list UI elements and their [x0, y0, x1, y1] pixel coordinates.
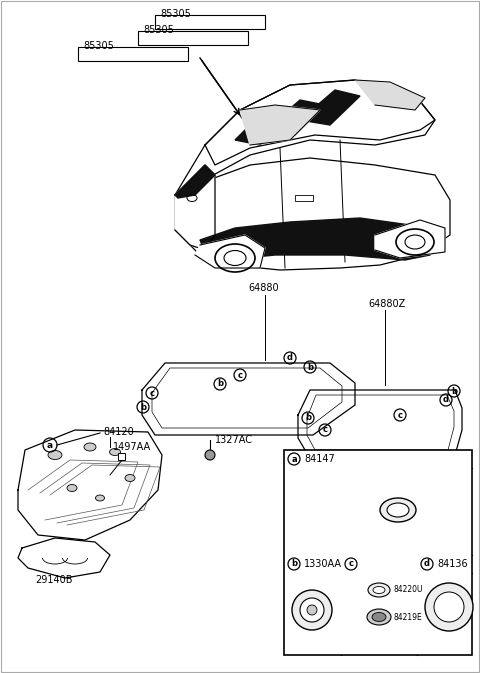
Text: d: d: [443, 396, 449, 404]
Polygon shape: [235, 110, 290, 145]
Text: 84120: 84120: [103, 427, 134, 437]
Text: c: c: [397, 411, 403, 419]
Polygon shape: [240, 105, 320, 145]
Text: a: a: [47, 441, 53, 450]
Polygon shape: [18, 430, 162, 540]
Text: b: b: [305, 413, 311, 423]
Polygon shape: [195, 235, 265, 268]
Bar: [155, 15, 265, 29]
Text: 29140B: 29140B: [35, 575, 72, 585]
Circle shape: [300, 598, 324, 622]
Bar: [78, 47, 188, 61]
Polygon shape: [375, 220, 445, 258]
Text: c: c: [323, 425, 327, 435]
Text: 1330AA: 1330AA: [304, 559, 342, 569]
Text: b: b: [291, 559, 297, 569]
Ellipse shape: [367, 609, 391, 625]
Text: b: b: [217, 380, 223, 388]
Ellipse shape: [67, 485, 77, 491]
Text: b: b: [140, 402, 146, 411]
Circle shape: [307, 605, 317, 615]
Ellipse shape: [373, 586, 385, 594]
Text: 84147: 84147: [304, 454, 335, 464]
Text: 85305: 85305: [160, 9, 191, 19]
Circle shape: [292, 590, 332, 630]
Text: c: c: [348, 559, 353, 569]
Ellipse shape: [84, 443, 96, 451]
Circle shape: [425, 583, 473, 631]
Polygon shape: [175, 80, 435, 195]
Ellipse shape: [109, 448, 120, 456]
Text: b: b: [451, 386, 457, 396]
Polygon shape: [265, 100, 325, 135]
Polygon shape: [175, 165, 215, 198]
Ellipse shape: [96, 495, 105, 501]
Bar: [138, 31, 248, 45]
Text: 84220U: 84220U: [393, 586, 422, 594]
Ellipse shape: [125, 474, 135, 481]
Bar: [118, 453, 125, 460]
Text: 84136: 84136: [437, 559, 468, 569]
Text: 1327AC: 1327AC: [215, 435, 253, 445]
Polygon shape: [300, 90, 360, 125]
Ellipse shape: [380, 498, 416, 522]
Polygon shape: [175, 165, 215, 250]
Circle shape: [434, 592, 464, 622]
Text: 85305: 85305: [83, 41, 114, 51]
Text: b: b: [307, 363, 313, 371]
Polygon shape: [18, 538, 110, 578]
Text: d: d: [287, 353, 293, 363]
Text: c: c: [238, 371, 242, 380]
Polygon shape: [298, 390, 462, 455]
Text: 1497AA: 1497AA: [113, 442, 151, 452]
Ellipse shape: [387, 503, 409, 517]
Text: c: c: [149, 388, 155, 398]
Text: a: a: [291, 454, 297, 464]
Text: 84219E: 84219E: [393, 612, 422, 621]
Ellipse shape: [368, 583, 390, 597]
Bar: [284, 450, 472, 655]
Text: 64880Z: 64880Z: [368, 299, 405, 309]
Circle shape: [205, 450, 215, 460]
Polygon shape: [205, 80, 435, 165]
Text: 85305: 85305: [143, 25, 174, 35]
Polygon shape: [355, 80, 425, 110]
Polygon shape: [175, 158, 450, 270]
Bar: [295, 195, 313, 201]
Polygon shape: [142, 363, 355, 435]
Ellipse shape: [372, 612, 386, 621]
Polygon shape: [200, 218, 430, 260]
Text: 64880: 64880: [248, 283, 278, 293]
Text: d: d: [424, 559, 430, 569]
Ellipse shape: [48, 450, 62, 460]
